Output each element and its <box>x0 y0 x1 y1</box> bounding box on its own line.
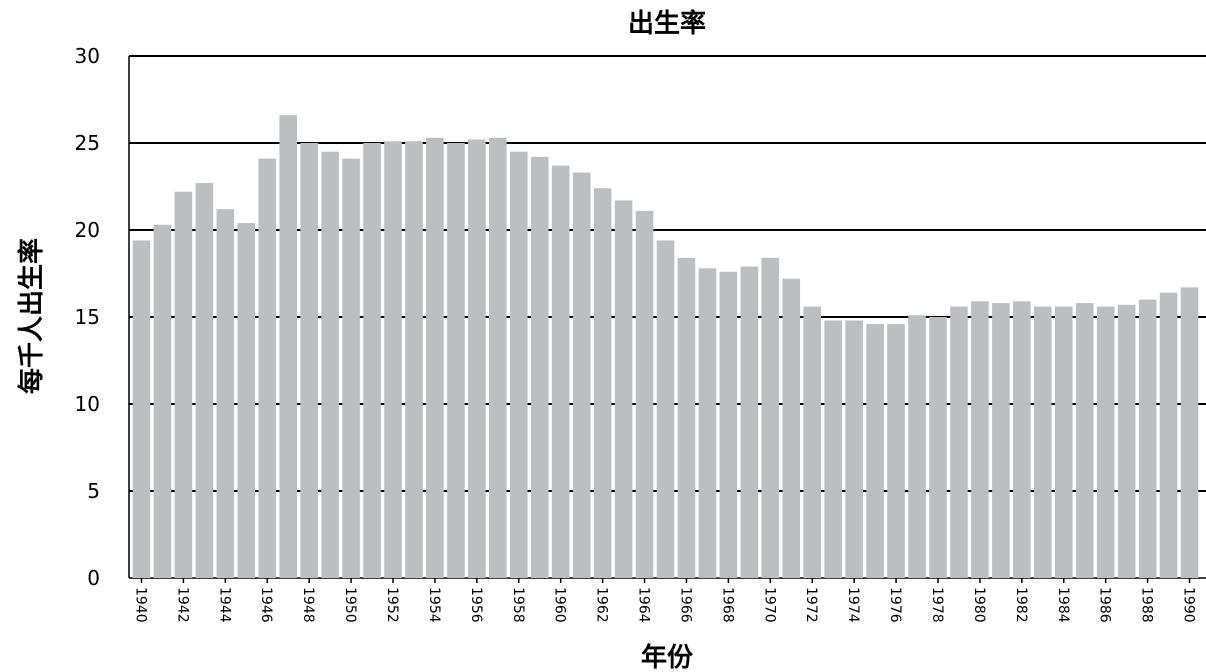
bar-1943 <box>195 183 214 578</box>
x-tick-label: 1970 <box>761 587 777 623</box>
x-tick-label: 1952 <box>384 587 400 623</box>
bar-1966 <box>677 257 696 578</box>
x-tick-label: 1944 <box>216 587 232 623</box>
bar-1961 <box>572 172 591 578</box>
bar-1950 <box>342 158 360 578</box>
bar-1978 <box>929 317 947 578</box>
x-axis-label: 年份 <box>641 642 693 672</box>
y-tick-labels: 0 5 10 15 20 25 30 <box>75 44 100 590</box>
bar-1970 <box>761 257 780 578</box>
x-tick-label: 1974 <box>845 587 861 623</box>
x-tick-label: 1968 <box>719 587 735 623</box>
x-tick-label: 1976 <box>887 587 903 623</box>
bar-1940 <box>132 240 151 578</box>
bar-1981 <box>992 303 1010 578</box>
bar-1983 <box>1033 306 1052 578</box>
y-tick-label: 30 <box>75 44 100 68</box>
x-tick-label: 1978 <box>929 587 945 623</box>
x-tick-label: 1980 <box>971 587 987 623</box>
bar-1969 <box>740 266 759 578</box>
bar-1945 <box>237 223 256 579</box>
bar-1965 <box>656 240 675 578</box>
bar-1987 <box>1117 304 1136 578</box>
chart-title: 出生率 <box>628 8 706 39</box>
y-tick-label: 10 <box>75 392 100 416</box>
y-tick-label: 25 <box>75 131 100 155</box>
bar-1985 <box>1075 303 1094 578</box>
bar-1990 <box>1180 287 1199 578</box>
x-tick-label: 1982 <box>1013 587 1029 623</box>
bar-1958 <box>509 151 528 578</box>
bar-1982 <box>1013 301 1031 578</box>
x-tick-label: 1956 <box>468 587 484 623</box>
x-tick-labels: 1940 1942 1944 1946 1948 1950 1952 1954 1956 1958… <box>132 578 1197 623</box>
x-tick-label: 1966 <box>677 587 693 623</box>
bar-1941 <box>153 224 172 578</box>
y-tick-label: 15 <box>75 305 100 329</box>
bar-1988 <box>1138 299 1157 578</box>
bar-1986 <box>1096 306 1115 578</box>
x-tick-label: 1954 <box>426 587 442 623</box>
x-tick-label: 1990 <box>1181 587 1197 623</box>
x-tick-label: 1950 <box>342 587 358 623</box>
x-tick-label: 1984 <box>1055 587 1071 623</box>
y-tick-label: 5 <box>87 479 100 503</box>
bar-1942 <box>174 191 193 578</box>
bar-1972 <box>803 306 822 578</box>
x-tick-label: 1958 <box>510 587 526 623</box>
bar-1989 <box>1159 292 1178 578</box>
bar-1984 <box>1054 306 1073 578</box>
y-axis-label: 每千人出生率 <box>16 238 47 394</box>
bar-1948 <box>300 143 318 578</box>
x-tick-label: 1972 <box>803 587 819 623</box>
bar-1976 <box>887 323 905 578</box>
bar-1947 <box>279 115 298 578</box>
x-tick-label: 1962 <box>594 587 610 623</box>
x-tick-label: 1940 <box>132 587 148 623</box>
bar-1971 <box>782 278 801 578</box>
x-tick-label: 1942 <box>174 587 190 623</box>
bar-1967 <box>698 268 717 578</box>
bar-1962 <box>593 188 612 579</box>
x-tick-label: 1946 <box>258 587 274 623</box>
bar-1979 <box>950 306 968 578</box>
bar-1951 <box>363 143 381 578</box>
bar-1946 <box>258 158 277 578</box>
bar-1944 <box>216 209 235 578</box>
x-tick-label: 1988 <box>1139 587 1155 623</box>
bar-1952 <box>384 141 402 578</box>
bar-1960 <box>551 165 570 578</box>
bar-1974 <box>845 320 863 578</box>
bars <box>132 115 1199 579</box>
bar-1975 <box>866 323 884 578</box>
bar-1973 <box>824 320 842 578</box>
bar-1955 <box>447 143 465 578</box>
x-tick-label: 1986 <box>1097 587 1113 623</box>
bar-1980 <box>971 301 989 578</box>
bar-1964 <box>635 210 654 579</box>
bar-1954 <box>426 137 444 578</box>
bar-1959 <box>530 156 549 579</box>
x-tick-label: 1964 <box>636 587 652 623</box>
y-tick-label: 20 <box>75 218 100 242</box>
x-tick-label: 1960 <box>552 587 568 623</box>
x-tick-label: 1948 <box>300 587 316 623</box>
bar-1953 <box>405 141 423 578</box>
bar-1956 <box>468 139 486 578</box>
bar-1949 <box>321 151 339 578</box>
y-tick-label: 0 <box>87 566 100 590</box>
bar-1977 <box>908 315 926 578</box>
bar-1968 <box>719 271 738 578</box>
bar-1963 <box>614 200 633 579</box>
bar-1957 <box>489 137 507 578</box>
